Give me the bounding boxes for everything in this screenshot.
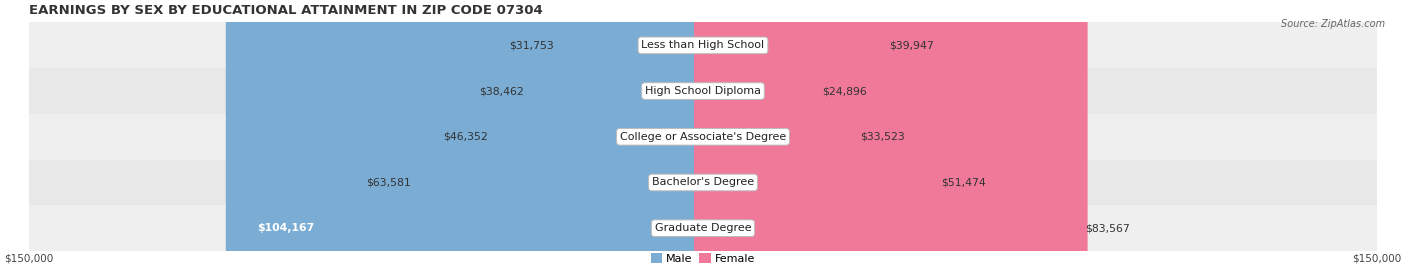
Text: $33,523: $33,523 xyxy=(860,132,905,142)
Text: Graduate Degree: Graduate Degree xyxy=(655,223,751,233)
FancyBboxPatch shape xyxy=(485,0,711,268)
Text: EARNINGS BY SEX BY EDUCATIONAL ATTAINMENT IN ZIP CODE 07304: EARNINGS BY SEX BY EDUCATIONAL ATTAINMEN… xyxy=(28,4,543,17)
Text: $39,947: $39,947 xyxy=(889,40,934,50)
Text: College or Associate's Degree: College or Associate's Degree xyxy=(620,132,786,142)
Text: Source: ZipAtlas.com: Source: ZipAtlas.com xyxy=(1281,19,1385,29)
Text: $24,896: $24,896 xyxy=(821,86,866,96)
Bar xyxy=(28,114,1378,160)
FancyBboxPatch shape xyxy=(551,0,711,268)
FancyBboxPatch shape xyxy=(408,0,711,268)
FancyBboxPatch shape xyxy=(695,0,1088,268)
Text: $83,567: $83,567 xyxy=(1085,223,1130,233)
Text: Less than High School: Less than High School xyxy=(641,40,765,50)
Bar xyxy=(28,68,1378,114)
Text: $104,167: $104,167 xyxy=(257,223,315,233)
FancyBboxPatch shape xyxy=(226,0,711,268)
Bar xyxy=(28,23,1378,68)
Text: $46,352: $46,352 xyxy=(443,132,488,142)
FancyBboxPatch shape xyxy=(695,0,863,268)
FancyBboxPatch shape xyxy=(695,0,891,268)
Text: High School Diploma: High School Diploma xyxy=(645,86,761,96)
Text: $31,753: $31,753 xyxy=(509,40,554,50)
Legend: Male, Female: Male, Female xyxy=(651,253,755,264)
Bar xyxy=(28,205,1378,251)
Text: $38,462: $38,462 xyxy=(478,86,523,96)
FancyBboxPatch shape xyxy=(695,0,824,268)
FancyBboxPatch shape xyxy=(522,0,711,268)
Text: $51,474: $51,474 xyxy=(941,177,986,188)
Text: $63,581: $63,581 xyxy=(366,177,411,188)
Bar xyxy=(28,160,1378,205)
Text: Bachelor's Degree: Bachelor's Degree xyxy=(652,177,754,188)
FancyBboxPatch shape xyxy=(695,0,943,268)
